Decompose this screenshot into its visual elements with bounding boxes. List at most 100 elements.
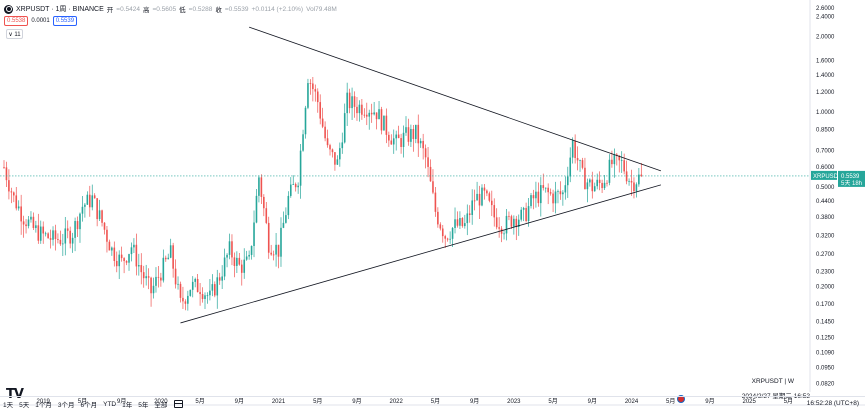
tradingview-logo[interactable]: TV [6,387,24,402]
candle-body [307,83,309,108]
candle-body [513,218,515,227]
candle-body [42,226,45,234]
candle-body [226,254,228,258]
candle-body [441,228,444,237]
range-5d-button[interactable]: 5天 [19,402,30,409]
candle-body [341,142,344,149]
indicators-collapse-button[interactable]: ∨ 11 [6,29,23,39]
candle-body [633,182,635,192]
candle-body [250,246,253,255]
candle-body [69,230,71,244]
candle-body [464,223,466,227]
candle-body [566,176,569,186]
candle-body [446,238,449,240]
candle-body [272,254,275,256]
candle-body [481,187,483,206]
x-tick-label: 2020 [154,399,168,405]
candle-body [177,283,179,285]
candle-body [439,224,442,229]
trendline-lower[interactable] [180,184,662,324]
y-tick-label: 0.8500 [816,127,835,133]
y-tick-label: 0.1250 [816,336,835,342]
candle-body [456,219,459,226]
candle-body [348,92,351,109]
candle-body [88,194,91,208]
candle-body [591,179,594,192]
candle-body [71,237,74,244]
candle-body [108,241,111,251]
symbol-tag: XRPUSDT [813,174,842,180]
range-1m-button[interactable]: 1个月 [35,402,52,409]
candle-body [133,244,135,248]
candle-body [285,215,287,223]
candle-body [611,159,613,165]
x-tick-label: 9月 [235,398,244,405]
candle-body [316,91,319,103]
candle-body [179,283,182,298]
candle-body [167,257,170,260]
candle-body [52,230,54,240]
candle-body [314,89,317,92]
candle-body [554,191,557,204]
low-value: =0.5288 [188,5,213,13]
candle-body [508,215,510,217]
candle-body [162,257,165,281]
candle-body [172,245,174,269]
candle-body [13,192,15,196]
range-3m-button[interactable]: 3个月 [57,402,75,409]
candle-body [581,160,584,168]
buy-price-button[interactable]: 0.5539 [52,16,78,26]
candle-body [589,179,591,183]
range-1d-button[interactable]: 1天 [3,402,14,409]
candle-body [135,244,138,267]
x-tick-label: 5月 [195,398,204,405]
range-all-button[interactable]: 全部 [154,402,168,409]
sell-price-button[interactable]: 0.5538 [4,16,29,26]
xrp-coin-icon [4,4,13,14]
candle-body [515,218,518,227]
us-flag-event-icon[interactable] [677,395,685,403]
candle-body [152,285,155,294]
candle-body [471,200,473,215]
candle-body [500,228,503,234]
candle-body [415,124,417,139]
candle-body [473,200,476,202]
candle-body [334,152,336,165]
candle-body [410,128,412,142]
candle-body [402,132,405,147]
candle-body [510,216,513,227]
candle-body [417,124,420,144]
candle-body [37,225,40,241]
candle-body [96,198,98,220]
bottom-toolbar: 1天 5天 1个月 3个月 6个月 YTD 1年 5年 全部 16:52:28 … [0,396,865,411]
quote-row: 0.5538 0.0001 0.5539 [4,16,78,26]
candle-body [336,159,339,165]
symbol-title[interactable]: XRPUSDT · 1周 · BINANCE [16,6,104,13]
candle-body [373,112,375,115]
candle-body [346,92,348,114]
candle-body [321,118,324,127]
y-tick-label: 2.4000 [816,15,835,21]
range-ytd-button[interactable]: YTD [103,400,117,408]
candle-body [22,221,25,225]
candle-body [385,115,388,135]
candle-body [49,238,52,240]
candle-body [476,193,478,201]
candle-body [299,150,302,186]
candle-body [432,181,434,193]
candle-body [275,244,277,255]
candle-body [498,227,500,229]
candle-body [319,102,322,119]
candle-body [493,205,496,218]
candle-body [194,278,196,282]
candle-body [618,155,621,161]
y-tick-label: 0.2700 [816,252,835,258]
clock-readout[interactable]: 16:52:28 (UTC+8) [806,400,859,407]
calendar-icon[interactable] [174,400,184,408]
candle-body [468,213,471,215]
range-1y-button[interactable]: 1年 [122,402,133,409]
range-5y-button[interactable]: 5年 [138,402,149,409]
range-6m-button[interactable]: 6个月 [80,402,98,409]
trendline-upper[interactable] [248,26,662,172]
